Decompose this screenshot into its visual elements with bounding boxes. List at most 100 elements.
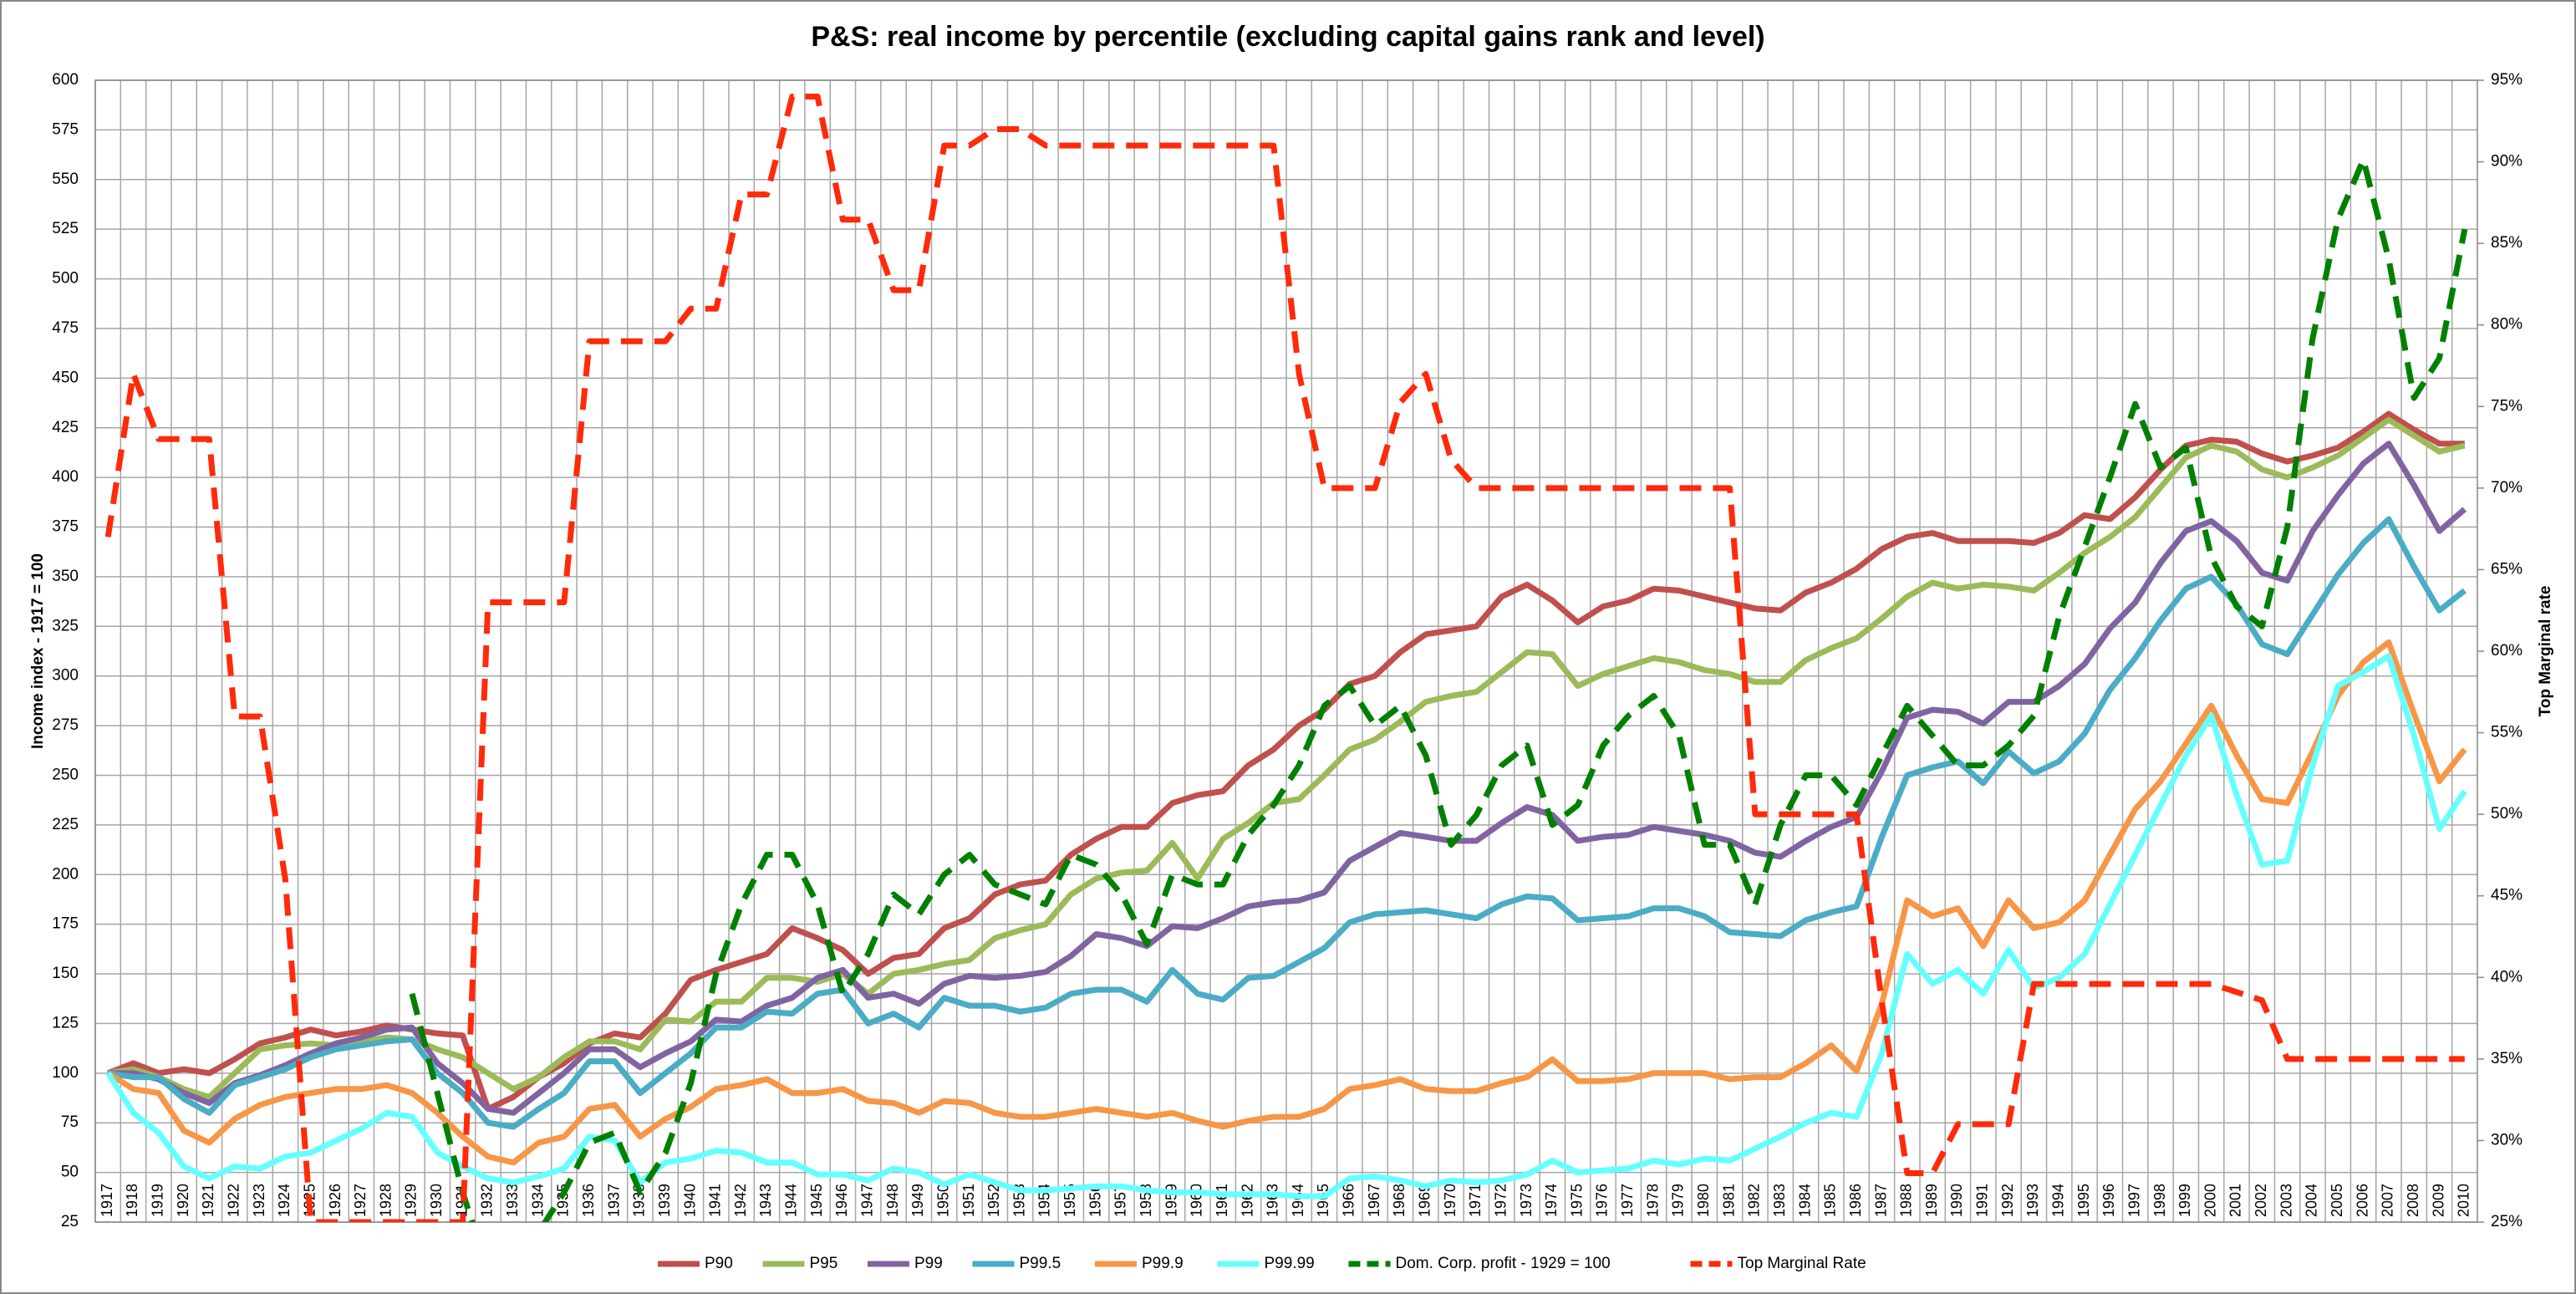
y-tick-label: 575: [52, 120, 79, 138]
y-tick-label: 75: [61, 1113, 79, 1131]
legend-label: P99: [914, 1255, 943, 1272]
x-tick-label: 1997: [2125, 1184, 2142, 1217]
x-tick-label: 1923: [251, 1184, 267, 1217]
y-tick-label: 350: [52, 568, 79, 585]
y-tick-label: 550: [52, 171, 79, 188]
x-tick-label: 1940: [681, 1184, 698, 1217]
x-tick-label: 1956: [1087, 1184, 1103, 1217]
x-tick-label: 1963: [1265, 1184, 1281, 1217]
y-tick-label: 425: [52, 419, 79, 436]
y2-tick-label: 30%: [2491, 1131, 2523, 1149]
plot-frame: [94, 79, 2478, 1223]
y2-tick-label: 90%: [2491, 153, 2523, 171]
y-tick-label: 525: [52, 220, 79, 237]
x-tick-label: 1919: [150, 1184, 166, 1217]
series-line: [107, 416, 2466, 1100]
x-tick-label: 1946: [833, 1184, 850, 1217]
y-tick-label: 25: [61, 1213, 79, 1230]
x-tick-label: 2009: [2430, 1184, 2446, 1217]
legend-label: Top Marginal Rate: [1738, 1255, 1866, 1272]
y2-tick-label: 60%: [2491, 642, 2523, 660]
x-tick-label: 1975: [1568, 1184, 1585, 1217]
x-tick-label: 1972: [1492, 1184, 1509, 1217]
x-tick-label: 1949: [909, 1184, 926, 1217]
x-tick-label: 1936: [580, 1184, 597, 1217]
y-tick-label: 300: [52, 667, 79, 685]
y-tick-label: 250: [52, 766, 79, 783]
x-tick-label: 1934: [529, 1184, 546, 1217]
x-tick-label: 1951: [960, 1184, 977, 1217]
x-tick-label: 1987: [1872, 1184, 1889, 1217]
x-tick-label: 1970: [1442, 1184, 1459, 1217]
x-tick-label: 1969: [1417, 1184, 1433, 1217]
x-tick-label: 1990: [1948, 1184, 1965, 1217]
y2-tick-label: 50%: [2491, 805, 2523, 823]
x-tick-label: 1993: [2024, 1184, 2041, 1217]
x-tick-label: 1928: [377, 1184, 394, 1217]
x-tick-label: 1968: [1391, 1184, 1408, 1217]
x-tick-label: 1929: [403, 1184, 420, 1217]
x-tick-label: 1971: [1467, 1184, 1484, 1217]
x-tick-label: 1998: [2151, 1184, 2168, 1217]
x-tick-label: 1955: [1061, 1184, 1078, 1217]
x-tick-label: 1924: [276, 1184, 293, 1217]
y2-tick-label: 40%: [2491, 968, 2523, 986]
x-tick-label: 1921: [200, 1184, 216, 1217]
x-tick-label: 1938: [631, 1184, 648, 1217]
x-tick-label: 1920: [175, 1184, 191, 1217]
y2-tick-label: 35%: [2491, 1050, 2523, 1067]
x-tick-label: 1932: [479, 1184, 496, 1217]
y-tick-label: 125: [52, 1014, 79, 1032]
y2-tick-label: 25%: [2491, 1213, 2523, 1230]
x-tick-label: 2010: [2456, 1184, 2472, 1217]
y-tick-label: 50: [61, 1164, 79, 1181]
series-line: [106, 410, 2465, 1113]
x-tick-label: 1959: [1163, 1184, 1179, 1217]
x-tick-label: 1947: [858, 1184, 875, 1217]
x-tick-label: 1984: [1796, 1184, 1813, 1217]
x-tick-label: 2006: [2354, 1184, 2370, 1217]
y-tick-label: 200: [52, 865, 79, 883]
legend-label: P99.5: [1020, 1255, 1061, 1272]
chart-title: P&S: real income by percentile (excludin…: [811, 21, 1764, 53]
series-line: [106, 639, 2467, 1166]
y-axis-label: Income index - 1917 = 100: [29, 553, 47, 749]
legend-label: P95: [810, 1255, 838, 1272]
x-tick-label: 1917: [99, 1184, 115, 1217]
legend-label: P99.9: [1142, 1255, 1184, 1272]
x-tick-label: 2000: [2202, 1184, 2218, 1217]
y-tick-label: 375: [52, 518, 79, 536]
x-tick-label: 1994: [2049, 1184, 2066, 1217]
x-tick-label: 1978: [1644, 1184, 1661, 1217]
y2-tick-label: 80%: [2491, 316, 2523, 334]
series-line: [108, 441, 2467, 1116]
x-tick-label: 1933: [504, 1184, 521, 1217]
x-tick-label: 1930: [428, 1184, 445, 1217]
x-tick-label: 1996: [2100, 1184, 2117, 1217]
x-tick-label: 1918: [124, 1184, 140, 1217]
x-tick-label: 1988: [1898, 1184, 1915, 1217]
y-tick-label: 600: [52, 71, 79, 89]
x-tick-label: 1965: [1315, 1184, 1331, 1217]
y-tick-label: 275: [52, 716, 79, 734]
x-tick-label: 1945: [808, 1184, 825, 1217]
x-tick-label: 1981: [1720, 1184, 1737, 1217]
x-tick-label: 1974: [1543, 1184, 1560, 1217]
x-tick-label: 2008: [2405, 1184, 2421, 1217]
x-tick-label: 2007: [2380, 1184, 2396, 1217]
x-tick-label: 2002: [2253, 1184, 2269, 1217]
x-tick-label: 1991: [1974, 1184, 1991, 1217]
x-tick-label: 2003: [2278, 1184, 2294, 1217]
y2-tick-label: 65%: [2491, 560, 2523, 578]
x-tick-label: 1943: [757, 1184, 774, 1217]
x-tick-label: 1961: [1214, 1184, 1230, 1217]
x-tick-label: 1985: [1822, 1184, 1839, 1217]
series-line: [105, 653, 2467, 1200]
x-tick-label: 1922: [226, 1184, 242, 1217]
y2-tick-label: 55%: [2491, 724, 2523, 741]
x-tick-label: 1941: [707, 1184, 724, 1217]
x-tick-label: 1983: [1771, 1184, 1788, 1217]
y-tick-label: 225: [52, 816, 79, 833]
